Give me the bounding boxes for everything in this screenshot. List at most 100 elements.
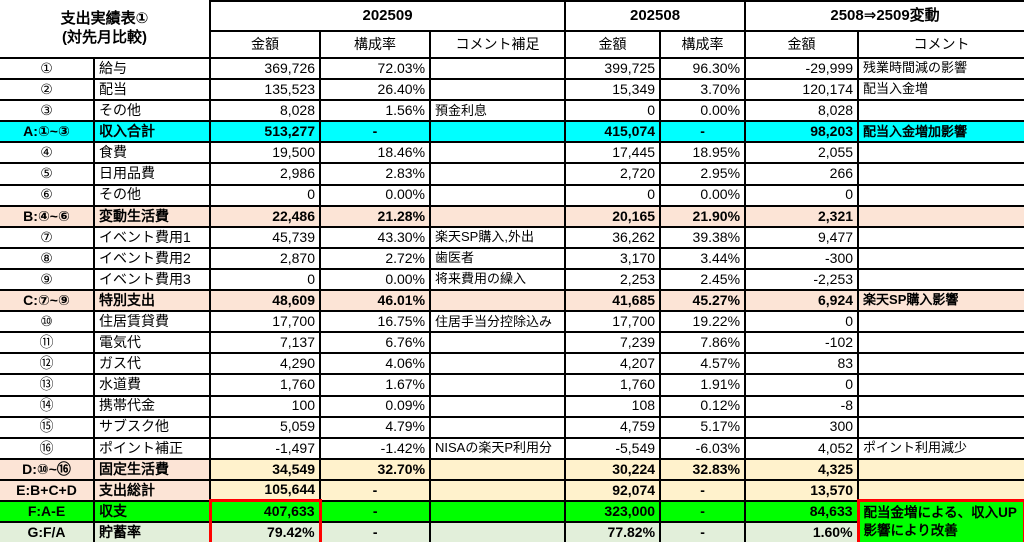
amount-202508: 17,445 (564, 141, 662, 165)
table-title-line1: 支出実績表① (60, 10, 149, 28)
ratio-202509: 4.79% (319, 415, 432, 439)
amount-202508: 30,224 (564, 457, 662, 481)
row-label: C:⑦~⑨ (0, 289, 95, 313)
amount-202509: 369,726 (209, 56, 322, 81)
row-label: ⑨ (0, 267, 95, 292)
amount-202508: 7,239 (564, 331, 662, 355)
amount-202509: 79.42% (208, 521, 322, 542)
row-label: A:①~③ (0, 120, 95, 144)
amount-change: 266 (744, 162, 860, 186)
amount-202509: 0 (209, 267, 322, 292)
amount-202509: 4,290 (209, 352, 322, 376)
table-row: ⑪ 電気代 7,137 6.76% 7,239 7.86% -102 (0, 331, 1024, 355)
ratio-202509: 2.83% (319, 162, 432, 186)
ratio-202509: 0.09% (319, 394, 432, 418)
subheader-comment-change: コメント (857, 30, 1024, 59)
amount-change: 0 (744, 310, 860, 334)
amount-202509: 135,523 (209, 78, 322, 102)
table-row: A:①~③ 収入合計 513,277-415,074-98,203 配当入金増加影響 (0, 120, 1024, 144)
note-202509 (429, 56, 567, 81)
amount-202509: 513,277 (209, 120, 322, 144)
note-202509 (429, 289, 567, 313)
row-label: ③ (0, 99, 95, 123)
ratio-202508: 2.95% (659, 162, 747, 186)
amount-change: 0 (744, 373, 860, 397)
amount-202508: 4,207 (564, 352, 662, 376)
amount-202508: 108 (564, 394, 662, 418)
amount-change: -2,253 (744, 267, 860, 292)
subheader-ratio-202509: 構成率 (319, 30, 432, 59)
amount-202508: 92,074 (564, 478, 662, 502)
subheader-note-202509: コメント補足 (429, 30, 567, 59)
ratio-202508: 96.30% (659, 56, 747, 81)
amount-202509: 2,870 (209, 246, 322, 270)
note-202509 (429, 120, 567, 144)
ratio-202508: 21.90% (659, 204, 747, 228)
header-202509: 202509 (209, 0, 567, 32)
amount-202509: 17,700 (209, 310, 322, 334)
row-label: ② (0, 78, 95, 102)
note-202509: NISAの楽天P利用分 (429, 436, 567, 460)
item-name: 食費 (92, 141, 212, 165)
ratio-202509: 26.40% (319, 78, 432, 102)
ratio-202509: 1.67% (319, 373, 432, 397)
amount-202508: 1,760 (564, 373, 662, 397)
row-label: ⑭ (0, 394, 95, 418)
amount-202508: -5,549 (564, 436, 662, 460)
table-row: D:⑩~⑯ 固定生活費 34,549 32.70% 30,224 32.83% 4,325 (0, 457, 1024, 481)
amount-202508: 2,253 (564, 267, 662, 292)
item-name: ポイント補正 (92, 436, 212, 460)
amount-202508: 3,170 (564, 246, 662, 270)
amount-202509: 22,486 (209, 204, 322, 228)
row-label: ① (0, 56, 95, 81)
comment-change (857, 141, 1024, 165)
ratio-202508: 0.00% (659, 183, 747, 207)
table-row: C:⑦~⑨ 特別支出 48,609 46.01% 41,685 45.27% 6,924 楽天… (0, 289, 1024, 313)
item-name: 変動生活費 (92, 204, 212, 228)
table-row: ④ 食費 19,500 18.46% 17,445 18.95% 2,055 (0, 141, 1024, 165)
ratio-202508: 1.91% (659, 373, 747, 397)
item-name: 収入合計 (92, 120, 212, 144)
ratio-202508: 0.00% (659, 99, 747, 123)
ratio-202508: 4.57% (659, 352, 747, 376)
table-row: ⑥ その他 0 0.00% 0 0.00% 0 (0, 183, 1024, 207)
table-row: B:④~⑥ 変動生活費 22,486 21.28% 20,165 21.90% 2,321 (0, 204, 1024, 228)
row-label: B:④~⑥ (0, 204, 95, 228)
ratio-202509: 6.76% (319, 331, 432, 355)
ratio-202509: 21.28% (319, 204, 432, 228)
comment-change: 楽天SP購入影響 (857, 289, 1024, 313)
row-label: E:B+C+D (0, 478, 95, 502)
amount-202508: 415,074 (564, 120, 662, 144)
amount-202509: 8,028 (209, 99, 322, 123)
item-name: 特別支出 (92, 289, 212, 313)
amount-202509: 105,644 (209, 478, 322, 502)
ratio-202509: - (319, 478, 432, 502)
ratio-202508: 0.12% (659, 394, 747, 418)
subheader-amount-202509: 金額 (210, 30, 322, 59)
ratio-202508: 2.45% (659, 267, 747, 292)
item-name: 支出総計 (92, 478, 212, 502)
comment-change (857, 204, 1024, 228)
amount-202508: 41,685 (564, 289, 662, 313)
ratio-202508: -6.03% (659, 436, 747, 460)
table-title-line2: (対先月比較) (62, 29, 147, 46)
amount-change: 13,570 (744, 478, 860, 502)
note-202509 (429, 204, 567, 228)
ratio-202508: - (659, 499, 747, 524)
amount-202509: 2,986 (209, 162, 322, 186)
note-202509 (429, 183, 567, 207)
ratio-202508: - (659, 120, 747, 144)
item-name: 固定生活費 (92, 457, 212, 481)
table-row: ⑤ 日用品費 2,986 2.83% 2,720 2.95% 266 (0, 162, 1024, 186)
table-row: ⑯ ポイント補正 -1,497 -1.42% NISAの楽天P利用分 -5,549 -6.0… (0, 436, 1024, 460)
ratio-202508: 3.70% (659, 78, 747, 102)
row-label: ⑧ (0, 246, 95, 270)
comment-change (857, 162, 1024, 186)
ratio-202509: 0.00% (319, 183, 432, 207)
comment-change (857, 394, 1024, 418)
note-202509 (429, 499, 567, 524)
ratio-202509: 46.01% (319, 289, 432, 313)
item-name: サブスク他 (92, 415, 212, 439)
row-label: ⑮ (0, 415, 95, 439)
